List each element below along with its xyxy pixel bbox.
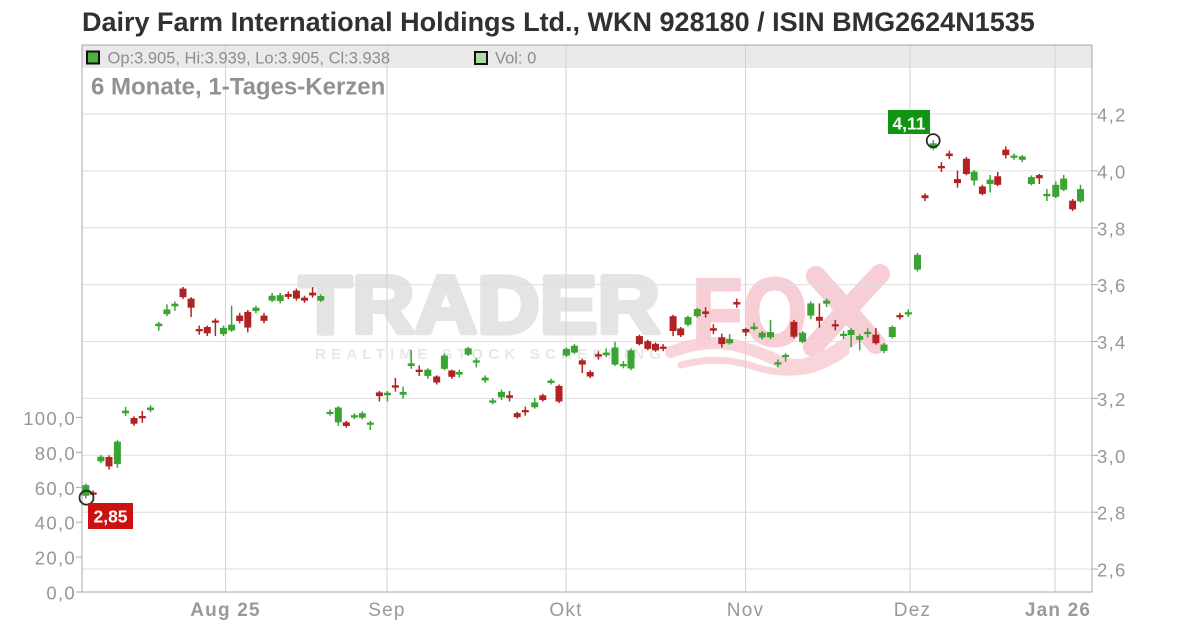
svg-text:60,0: 60,0	[35, 478, 76, 499]
svg-text:0,0: 0,0	[46, 583, 76, 604]
svg-text:80,0: 80,0	[35, 443, 76, 464]
svg-text:2,85: 2,85	[93, 507, 127, 527]
svg-text:100,0: 100,0	[23, 408, 76, 429]
svg-text:Sep: Sep	[368, 600, 405, 621]
svg-text:3,4: 3,4	[1097, 332, 1127, 353]
svg-text:Op:3.905, Hi:3.939, Lo:3.905,: Op:3.905, Hi:3.939, Lo:3.905, Cl:3.938	[108, 50, 391, 68]
svg-text:Okt: Okt	[549, 600, 582, 621]
svg-text:3,6: 3,6	[1097, 275, 1127, 296]
svg-text:FO: FO	[692, 259, 807, 366]
svg-text:Vol: 0: Vol: 0	[495, 50, 536, 68]
svg-text:4,11: 4,11	[892, 114, 925, 134]
svg-text:Jan 26: Jan 26	[1025, 600, 1091, 621]
svg-text:2,6: 2,6	[1097, 560, 1127, 581]
svg-text:Dez: Dez	[894, 600, 931, 621]
svg-text:Nov: Nov	[727, 600, 764, 621]
svg-text:6 Monate, 1-Tages-Kerzen: 6 Monate, 1-Tages-Kerzen	[91, 74, 385, 101]
svg-text:4,2: 4,2	[1097, 105, 1127, 126]
svg-text:3,2: 3,2	[1097, 389, 1127, 410]
svg-text:3,8: 3,8	[1097, 218, 1127, 239]
svg-text:4,0: 4,0	[1097, 161, 1127, 182]
svg-text:40,0: 40,0	[35, 513, 76, 534]
svg-text:20,0: 20,0	[35, 548, 76, 569]
svg-text:3,0: 3,0	[1097, 446, 1127, 467]
svg-text:Dairy Farm International Holdi: Dairy Farm International Holdings Ltd., …	[82, 7, 1035, 37]
svg-text:2,8: 2,8	[1097, 503, 1127, 524]
svg-text:Aug 25: Aug 25	[190, 600, 261, 621]
svg-text:TRADER: TRADER	[299, 260, 660, 351]
